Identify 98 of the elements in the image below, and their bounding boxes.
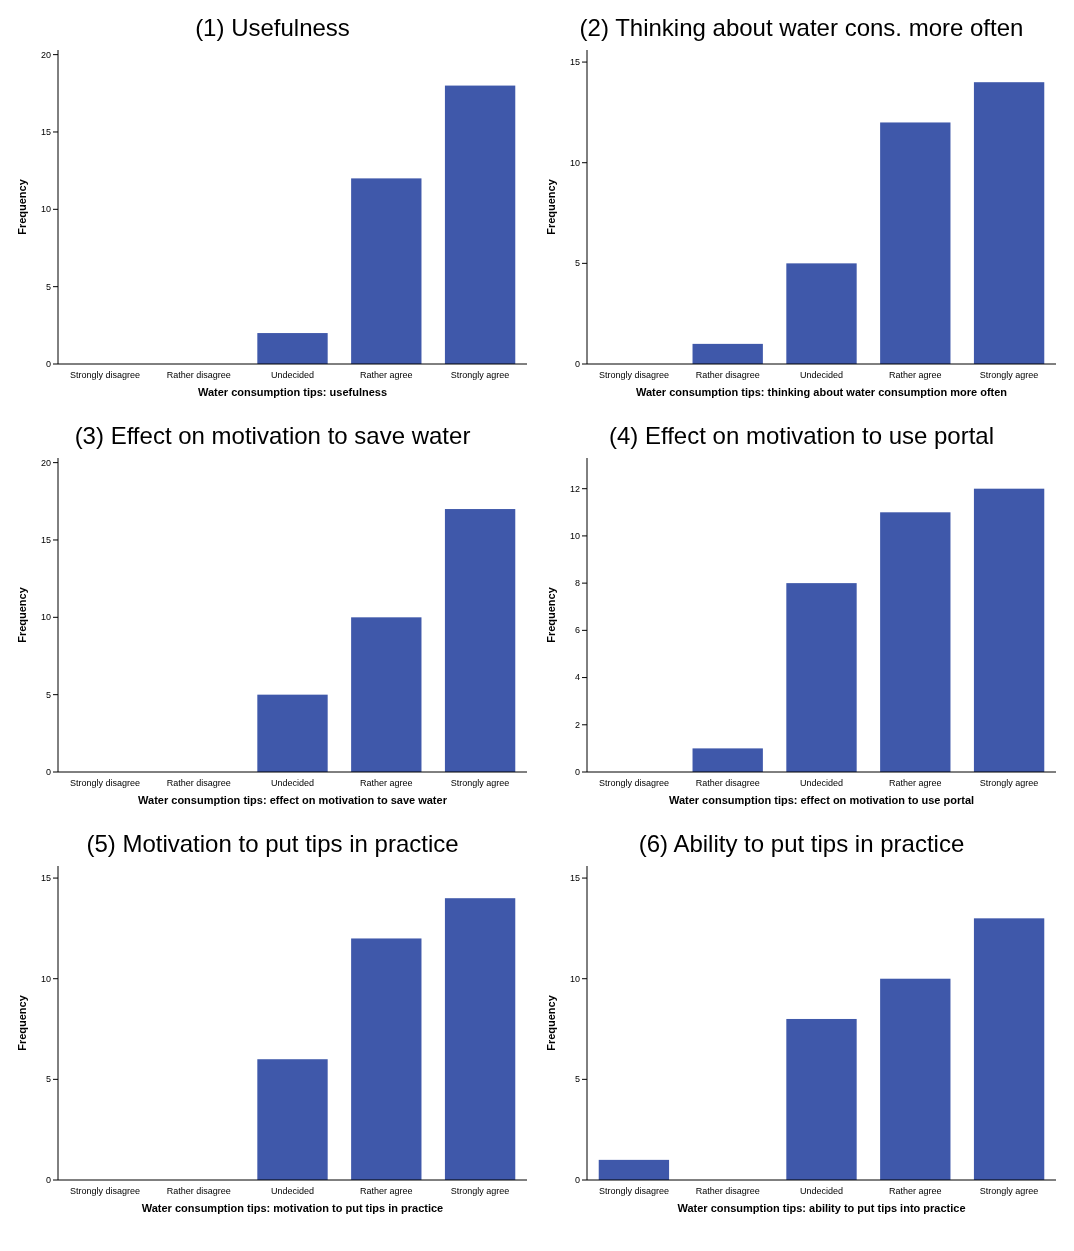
- y-tick-label: 5: [45, 281, 51, 292]
- y-tick-label: 15: [569, 56, 580, 67]
- bar: [973, 488, 1045, 772]
- y-tick-label: 12: [569, 483, 580, 494]
- bar: [257, 333, 328, 364]
- x-tick-label: Strongly agree: [450, 1186, 510, 1196]
- bar: [973, 918, 1045, 1180]
- y-tick-label: 0: [45, 1174, 51, 1185]
- x-axis-title: Water consumption tips: effect on motivation to save water: [138, 794, 448, 806]
- y-tick-label: 6: [574, 625, 580, 636]
- y-axis-title: Frequency: [16, 586, 28, 643]
- bar: [598, 1159, 670, 1180]
- x-tick-label: Strongly disagree: [69, 778, 140, 788]
- y-tick-label: 20: [40, 49, 51, 60]
- x-tick-label: Undecided: [799, 778, 844, 788]
- y-tick-label: 0: [574, 1174, 580, 1185]
- bar: [880, 122, 951, 364]
- x-tick-label: Strongly agree: [450, 370, 510, 380]
- x-tick-label: Strongly disagree: [598, 1186, 669, 1196]
- chart-title: (3) Effect on motivation to save water: [74, 422, 471, 449]
- bar: [444, 85, 516, 364]
- y-axis-title: Frequency: [545, 178, 557, 235]
- y-tick-label: 10: [569, 973, 580, 984]
- x-tick-label: Rather disagree: [695, 370, 760, 380]
- y-axis-title: Frequency: [16, 178, 28, 235]
- x-tick-label: Strongly agree: [450, 778, 510, 788]
- x-tick-label: Rather disagree: [695, 778, 760, 788]
- x-tick-label: Strongly disagree: [598, 370, 669, 380]
- chart-title: (4) Effect on motivation to use portal: [608, 422, 995, 449]
- bar: [444, 509, 516, 772]
- x-tick-label: Strongly agree: [979, 778, 1039, 788]
- x-tick-label: Strongly disagree: [69, 370, 140, 380]
- x-tick-label: Undecided: [270, 778, 315, 788]
- x-axis-title: Water consumption tips: thinking about water consumption more often: [635, 386, 1008, 398]
- y-tick-label: 0: [45, 766, 51, 777]
- x-tick-label: Rather agree: [889, 778, 942, 788]
- x-tick-label: Undecided: [270, 1186, 315, 1196]
- y-tick-label: 10: [569, 157, 580, 168]
- bar: [880, 978, 951, 1180]
- x-tick-label: Undecided: [270, 370, 315, 380]
- bar: [880, 512, 951, 772]
- bar: [351, 178, 422, 364]
- bar: [786, 1018, 857, 1180]
- y-axis-title: Frequency: [16, 994, 28, 1051]
- y-tick-label: 20: [40, 457, 51, 468]
- y-tick-label: 15: [569, 872, 580, 883]
- x-tick-label: Rather disagree: [166, 778, 231, 788]
- x-tick-label: Strongly disagree: [598, 778, 669, 788]
- bar: [444, 898, 516, 1180]
- y-tick-label: 4: [574, 672, 580, 683]
- x-tick-label: Rather disagree: [166, 1186, 231, 1196]
- bar: [692, 343, 763, 364]
- chart-title: (6) Ability to put tips in practice: [638, 830, 965, 857]
- y-tick-label: 0: [574, 766, 580, 777]
- bar: [786, 583, 857, 772]
- chart-title: (1) Usefulness: [195, 14, 350, 41]
- bar: [692, 748, 763, 772]
- y-tick-label: 5: [574, 1074, 580, 1085]
- bar: [351, 938, 422, 1180]
- bar: [257, 1059, 328, 1180]
- y-tick-label: 5: [574, 258, 580, 269]
- y-tick-label: 0: [45, 358, 51, 369]
- y-tick-label: 15: [40, 534, 51, 545]
- y-axis-title: Frequency: [545, 994, 557, 1051]
- x-tick-label: Undecided: [799, 370, 844, 380]
- bar: [257, 694, 328, 772]
- x-axis-title: Water consumption tips: usefulness: [197, 386, 388, 398]
- y-tick-label: 10: [569, 530, 580, 541]
- y-tick-label: 10: [40, 973, 51, 984]
- x-axis-title: Water consumption tips: ability to put tips into practice: [677, 1202, 966, 1214]
- chart-title: (5) Motivation to put tips in practice: [86, 830, 459, 857]
- x-tick-label: Strongly disagree: [69, 1186, 140, 1196]
- bar: [351, 617, 422, 772]
- y-tick-label: 10: [40, 612, 51, 623]
- y-tick-label: 5: [45, 689, 51, 700]
- x-axis-title: Water consumption tips: motivation to put tips in practice: [141, 1202, 444, 1214]
- x-axis-title: Water consumption tips: effect on motivation to use portal: [668, 794, 975, 806]
- y-tick-label: 0: [574, 358, 580, 369]
- x-tick-label: Rather agree: [889, 1186, 942, 1196]
- x-tick-label: Rather agree: [360, 370, 413, 380]
- chart-title: (2) Thinking about water cons. more often: [579, 14, 1024, 41]
- x-tick-label: Rather disagree: [695, 1186, 760, 1196]
- x-tick-label: Rather agree: [889, 370, 942, 380]
- y-tick-label: 8: [574, 578, 580, 589]
- x-tick-label: Rather disagree: [166, 370, 231, 380]
- bar: [786, 263, 857, 364]
- x-tick-label: Strongly agree: [979, 370, 1039, 380]
- y-tick-label: 2: [574, 719, 580, 730]
- y-tick-label: 5: [45, 1074, 51, 1085]
- y-tick-label: 15: [40, 126, 51, 137]
- x-tick-label: Rather agree: [360, 1186, 413, 1196]
- x-tick-label: Rather agree: [360, 778, 413, 788]
- bar: [973, 82, 1045, 364]
- y-tick-label: 15: [40, 872, 51, 883]
- y-tick-label: 10: [40, 204, 51, 215]
- x-tick-label: Undecided: [799, 1186, 844, 1196]
- y-axis-title: Frequency: [545, 586, 557, 643]
- x-tick-label: Strongly agree: [979, 1186, 1039, 1196]
